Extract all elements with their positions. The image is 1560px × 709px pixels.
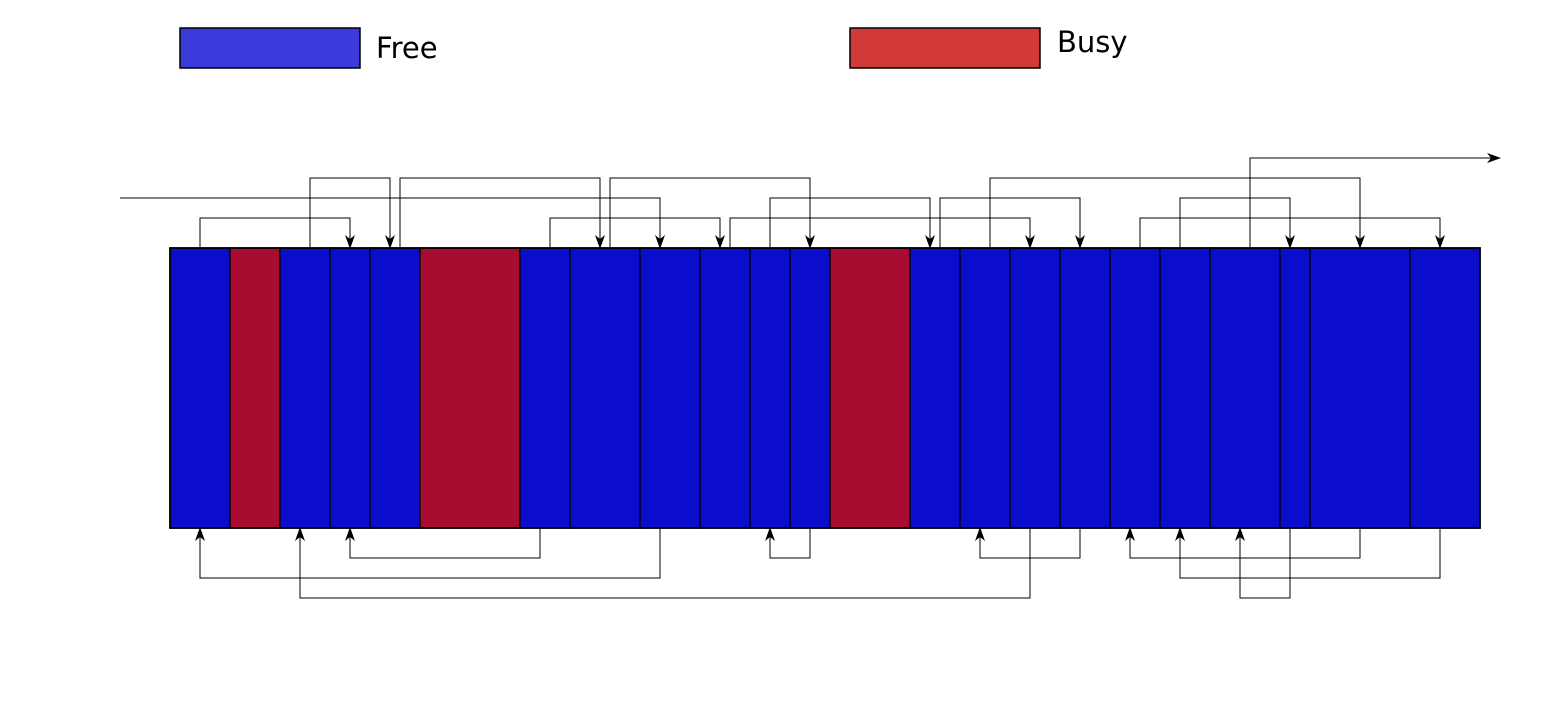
free-block [1279, 247, 1311, 529]
free-block [369, 247, 421, 529]
legend-busy-label: Busy [1057, 25, 1128, 59]
prev-link [975, 527, 1081, 559]
next-link [729, 217, 1035, 249]
prev-link [1175, 527, 1441, 579]
next-link [549, 217, 725, 249]
busy-block [229, 247, 281, 529]
free-list-tail-link [1249, 153, 1501, 248]
free-list-links [120, 153, 1501, 599]
next-link [769, 197, 935, 249]
free-block [1009, 247, 1061, 529]
busy-block [829, 247, 911, 529]
next-link [989, 177, 1365, 249]
next-link [399, 177, 605, 249]
next-link [939, 197, 1085, 249]
memory-blocks [169, 247, 1481, 529]
free-block [639, 247, 701, 529]
busy-block [419, 247, 521, 529]
free-list-head-link [120, 197, 665, 249]
free-block [569, 247, 641, 529]
free-block [1209, 247, 1281, 529]
legend: Free Busy [179, 25, 1128, 69]
free-block [909, 247, 961, 529]
free-block [1309, 247, 1411, 529]
prev-link [195, 527, 661, 579]
free-block [699, 247, 751, 529]
prev-link [765, 527, 811, 559]
free-block [1159, 247, 1211, 529]
free-block [959, 247, 1011, 529]
legend-free-label: Free [376, 31, 438, 65]
free-block [789, 247, 831, 529]
free-block [519, 247, 571, 529]
prev-link [295, 527, 1031, 599]
prev-link [1125, 527, 1361, 559]
free-block [279, 247, 331, 529]
prev-link [345, 527, 541, 559]
next-link [199, 217, 355, 249]
free-block [1059, 247, 1111, 529]
legend-busy-swatch [849, 27, 1041, 69]
free-block [749, 247, 791, 529]
legend-free-swatch [179, 27, 361, 69]
free-block [1409, 247, 1481, 529]
next-link [309, 177, 395, 249]
next-link [609, 177, 815, 249]
memory-outline [169, 247, 1481, 529]
prev-link [1235, 527, 1291, 599]
free-block [169, 247, 231, 529]
next-link [1179, 197, 1295, 249]
free-block [329, 247, 371, 529]
free-block [1109, 247, 1161, 529]
